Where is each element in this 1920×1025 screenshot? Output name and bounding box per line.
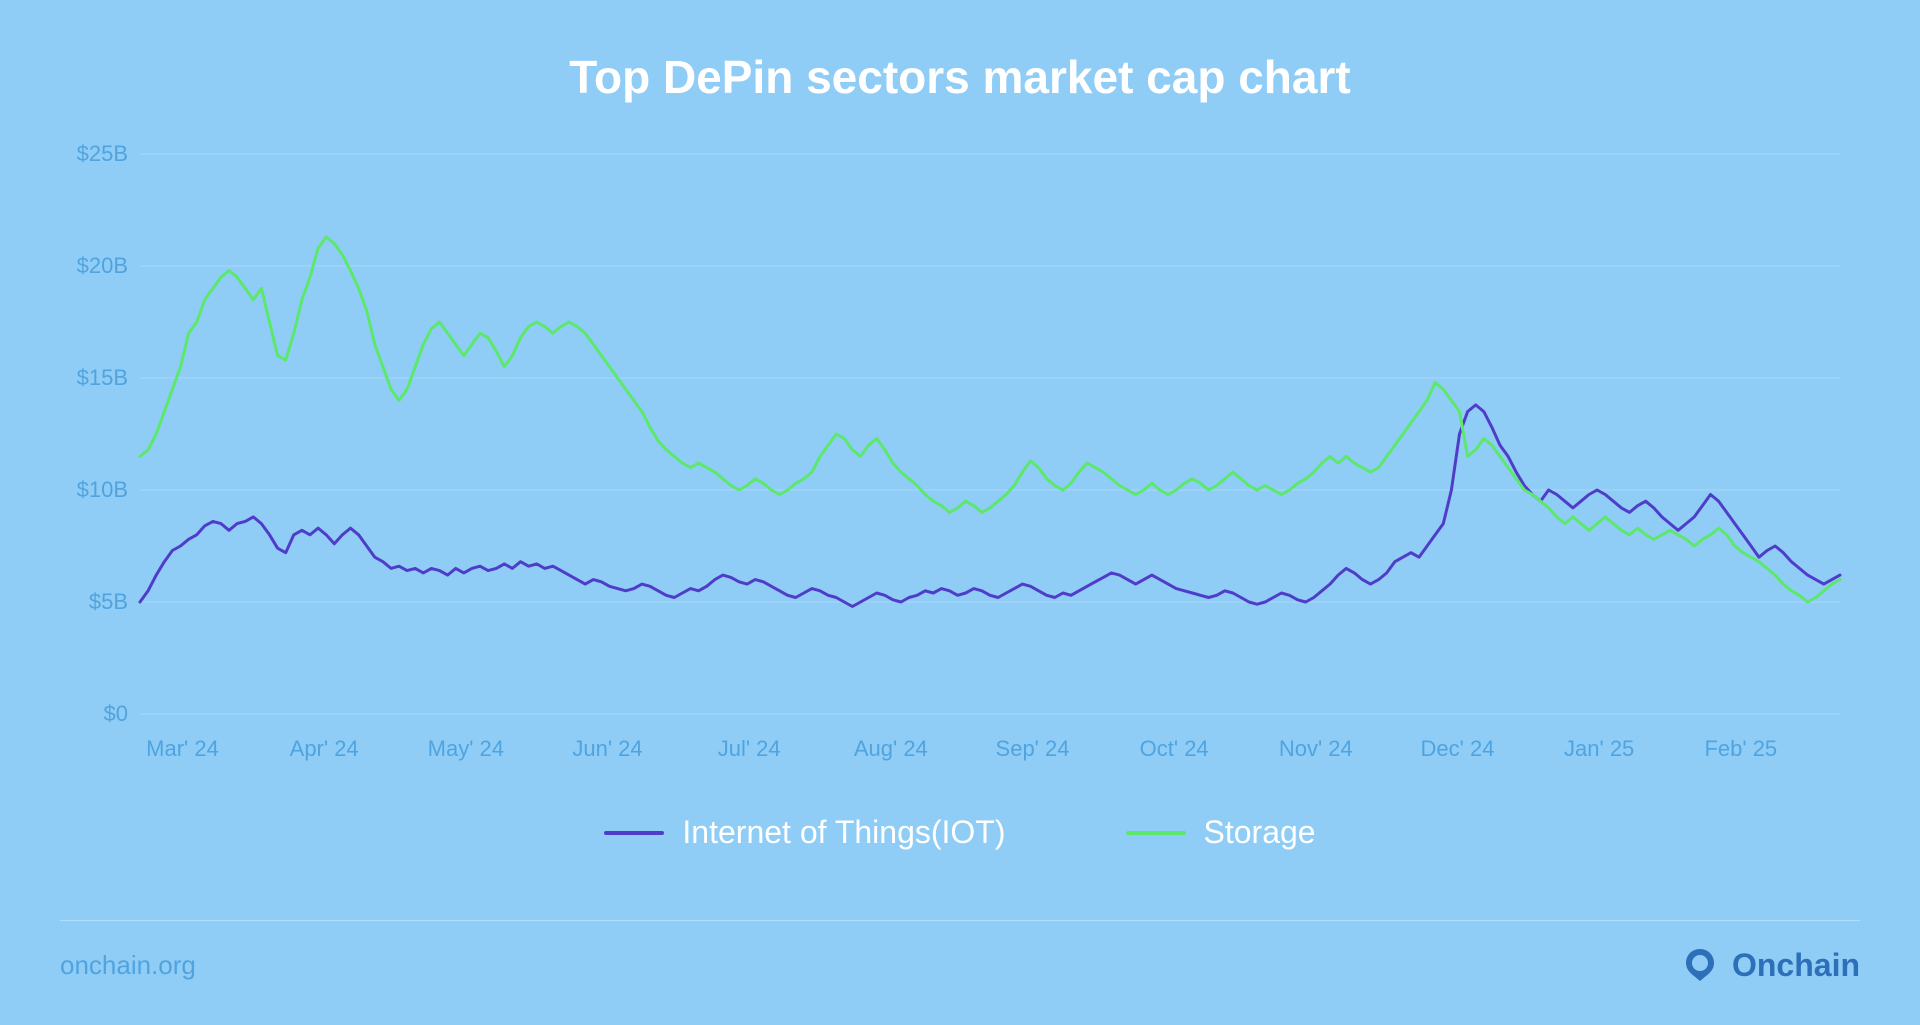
chart-plot-area: $0 $5B $10B $15B $20B $25B Mar' 24 Apr' 24 May' …: [60, 144, 1860, 774]
legend-swatch: [604, 831, 664, 835]
svg-text:$20B: $20B: [77, 253, 128, 278]
svg-text:Mar' 24: Mar' 24: [146, 736, 219, 761]
svg-text:Feb' 25: Feb' 25: [1704, 736, 1777, 761]
svg-text:Dec' 24: Dec' 24: [1421, 736, 1495, 761]
svg-text:Jun' 24: Jun' 24: [572, 736, 642, 761]
svg-text:$25B: $25B: [77, 144, 128, 166]
legend-item: Storage: [1126, 814, 1316, 851]
legend-item: Internet of Things(IOT): [604, 814, 1005, 851]
svg-text:Jan' 25: Jan' 25: [1564, 736, 1634, 761]
brand-logo-icon: [1680, 945, 1720, 985]
svg-text:Nov' 24: Nov' 24: [1279, 736, 1353, 761]
legend-label: Storage: [1204, 814, 1316, 851]
footer-attribution: onchain.org: [60, 950, 196, 981]
chart-title: Top DePin sectors market cap chart: [60, 50, 1860, 104]
brand-name: Onchain: [1732, 947, 1860, 984]
svg-text:$15B: $15B: [77, 365, 128, 390]
svg-text:$10B: $10B: [77, 477, 128, 502]
brand: Onchain: [1680, 945, 1860, 985]
svg-text:Jul' 24: Jul' 24: [718, 736, 781, 761]
legend-swatch: [1126, 831, 1186, 835]
svg-text:Aug' 24: Aug' 24: [854, 736, 928, 761]
chart-svg: $0 $5B $10B $15B $20B $25B Mar' 24 Apr' 24 May' …: [60, 144, 1860, 774]
svg-text:Sep' 24: Sep' 24: [996, 736, 1070, 761]
footer: onchain.org Onchain: [60, 920, 1860, 985]
legend-label: Internet of Things(IOT): [682, 814, 1005, 851]
svg-text:May' 24: May' 24: [428, 736, 504, 761]
legend: Internet of Things(IOT) Storage: [60, 814, 1860, 851]
chart-container: Top DePin sectors market cap chart $0 $5B…: [0, 0, 1920, 1025]
svg-text:$0: $0: [104, 701, 128, 726]
svg-text:$5B: $5B: [89, 589, 128, 614]
svg-text:Oct' 24: Oct' 24: [1140, 736, 1209, 761]
svg-text:Apr' 24: Apr' 24: [290, 736, 359, 761]
